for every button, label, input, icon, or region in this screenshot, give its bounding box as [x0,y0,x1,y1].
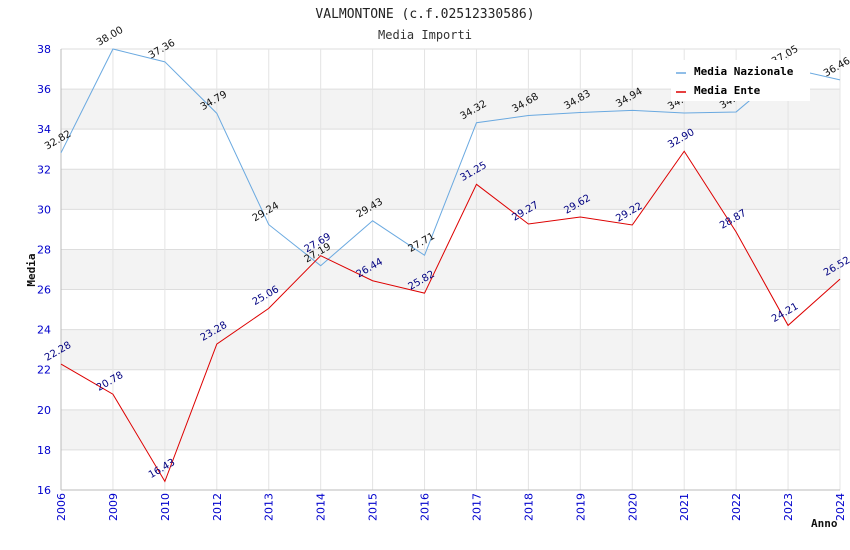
chart-title: VALMONTONE (c.f.02512330586) [315,7,534,22]
y-tick-label: 38 [37,43,51,56]
chart-subtitle: Media Importi [378,28,472,42]
band [61,409,840,450]
x-tick-label: 2016 [419,493,432,521]
x-tick-label: 2018 [522,493,535,521]
band [61,329,840,370]
x-tick-label: 2015 [367,493,380,521]
x-tick-label: 2023 [782,493,795,521]
legend-item-nazionale: Media Nazionale [676,65,794,78]
x-axis-label: Anno [811,517,838,530]
y-tick-label: 16 [37,484,51,497]
data-label-nazionale: 37.36 [147,38,177,62]
legend-box [671,60,810,101]
y-tick-labels: 16 18 20 22 24 26 28 30 32 34 36 38 [37,43,51,497]
y-tick-label: 22 [37,364,51,377]
x-tick-label: 2022 [730,493,743,521]
data-label-ente: 32.90 [666,127,696,151]
x-tick-label: 2013 [263,493,276,521]
x-tick-label: 2014 [315,493,328,521]
legend: Media Nazionale Media Ente [671,60,810,101]
data-label-nazionale: 36.46 [822,56,850,80]
data-label-ente: 24.21 [770,301,800,325]
y-tick-label: 30 [37,203,51,216]
x-tick-labels: 2006 2009 2010 2012 2013 2014 2015 2016 2017 2018… [55,493,847,521]
x-tick-label: 2019 [574,493,587,521]
legend-label-nazionale: Media Nazionale [694,65,794,78]
series-line-nazionale [60,48,841,267]
legend-label-ente: Media Ente [694,84,761,97]
y-tick-label: 18 [37,444,51,457]
y-tick-label: 32 [37,163,51,176]
series-line-ente [60,150,841,483]
data-label-nazionale: 38.00 [95,25,125,49]
y-axis-label: Media [25,253,38,286]
y-tick-label: 28 [37,243,51,256]
y-tick-label: 24 [37,324,51,337]
legend-item-ente: Media Ente [676,84,761,97]
data-label-ente: 20.78 [95,370,125,394]
x-tick-label: 2006 [55,493,68,521]
x-tick-label: 2024 [834,493,847,521]
x-tick-label: 2020 [626,493,639,521]
x-tick-label: 2021 [678,493,691,521]
band [61,249,840,290]
y-tick-label: 34 [37,123,51,136]
axes [60,49,840,491]
y-tick-label: 26 [37,284,51,297]
y-tick-label: 20 [37,404,51,417]
x-tick-label: 2009 [107,493,120,521]
x-tick-label: 2017 [470,493,483,521]
series-lines [60,48,841,483]
background-bands [61,48,840,491]
y-tick-label: 36 [37,83,51,96]
x-tick-label: 2010 [159,493,172,521]
x-tick-label: 2012 [211,493,224,521]
